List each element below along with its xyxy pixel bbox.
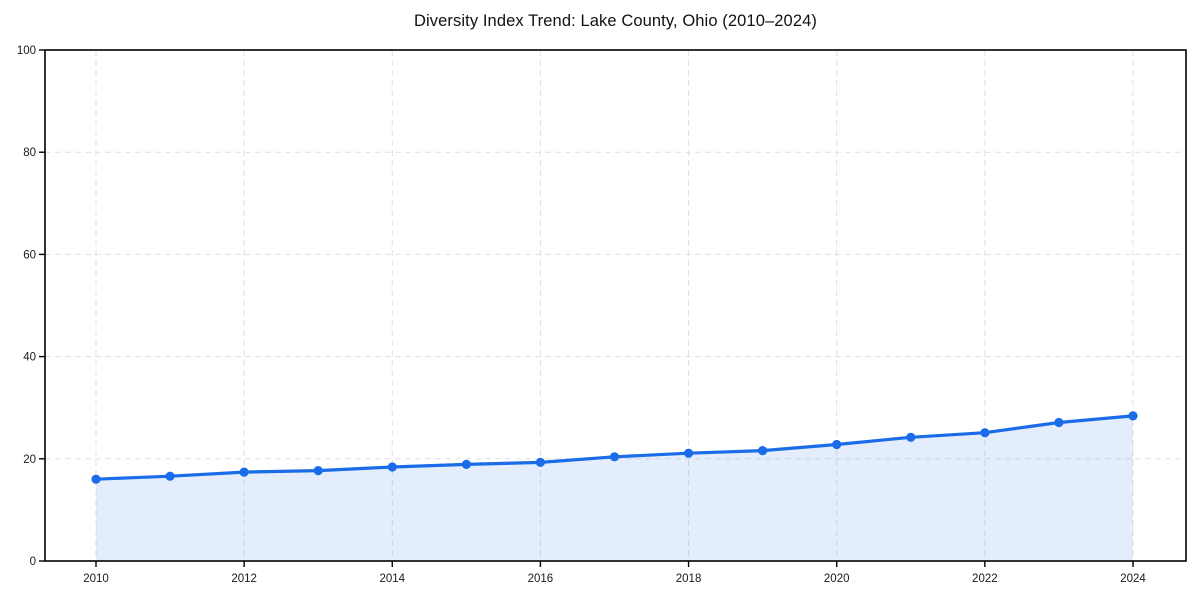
data-point-2014 xyxy=(387,462,397,472)
data-point-2023 xyxy=(1054,417,1064,428)
data-point-2017 xyxy=(609,452,620,462)
plot-border xyxy=(44,49,1187,562)
x-tick-label: 2022 xyxy=(972,573,998,585)
x-tick-label: 2018 xyxy=(676,573,702,585)
y-tick-label: 60 xyxy=(23,249,36,261)
data-point-2021 xyxy=(906,432,916,442)
x-tick-label: 2014 xyxy=(379,573,405,585)
axis-ticks-labels: 0 20 40 60 80 100 2010 2012 2014 2016 2018 2020 2022… xyxy=(17,45,1147,585)
x-tick-label: 2020 xyxy=(824,573,850,585)
data-point-2020 xyxy=(832,439,842,450)
data-point-2010 xyxy=(91,474,101,484)
chart-title: Diversity Index Trend: Lake County, Ohio… xyxy=(414,12,817,30)
x-tick-label: 2016 xyxy=(528,573,554,585)
data-point-2013 xyxy=(313,466,323,476)
y-tick-label: 100 xyxy=(17,45,36,57)
y-tick-label: 20 xyxy=(23,454,36,466)
y-tick-label: 80 xyxy=(23,147,36,159)
x-tick-label: 2012 xyxy=(231,573,257,585)
data-point-2019 xyxy=(758,446,768,456)
area-fill xyxy=(96,415,1133,561)
data-point-2018 xyxy=(684,448,694,458)
y-tick-label: 0 xyxy=(30,556,36,568)
data-point-2016 xyxy=(535,457,546,467)
x-tick-label: 2024 xyxy=(1120,573,1146,585)
data-point-2015 xyxy=(461,459,471,469)
data-points xyxy=(91,411,1138,484)
data-point-2024 xyxy=(1128,411,1138,421)
y-tick-label: 40 xyxy=(23,352,36,364)
data-point-2012 xyxy=(239,467,249,477)
x-tick-label: 2010 xyxy=(83,573,109,585)
data-point-2011 xyxy=(165,471,175,481)
data-point-2022 xyxy=(980,428,990,438)
